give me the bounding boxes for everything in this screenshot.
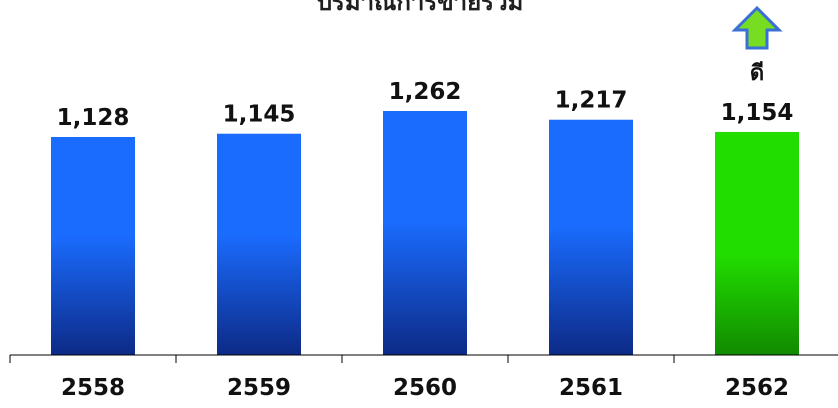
category-labels-group: 2558 2559 2560 2561 2562 [61,375,789,401]
category-label-2558: 2558 [61,375,125,401]
value-label-2561: 1,217 [555,88,628,114]
value-labels-group: 1,128 1,145 1,262 1,217 1,154 [57,79,794,131]
value-label-2558: 1,128 [57,105,130,131]
bar-2561 [549,119,633,355]
bar-2558 [51,137,135,355]
value-label-2562: 1,154 [721,100,794,126]
x-axis [9,354,838,363]
bars-group [51,111,799,355]
value-label-2559: 1,145 [223,102,296,128]
annotation-text: ดี [750,61,764,86]
bar-2562 [715,131,799,355]
chart-title: ปริมาณการขายรวม [317,0,524,16]
category-label-2560: 2560 [393,375,457,401]
category-label-2559: 2559 [227,375,291,401]
up-arrow-icon [731,5,783,50]
category-label-2561: 2561 [559,375,623,401]
category-label-2562: 2562 [725,375,789,401]
annotation: ดี [731,5,783,86]
bar-2560 [383,111,467,355]
bar-2559 [217,133,301,355]
value-label-2560: 1,262 [389,79,462,105]
